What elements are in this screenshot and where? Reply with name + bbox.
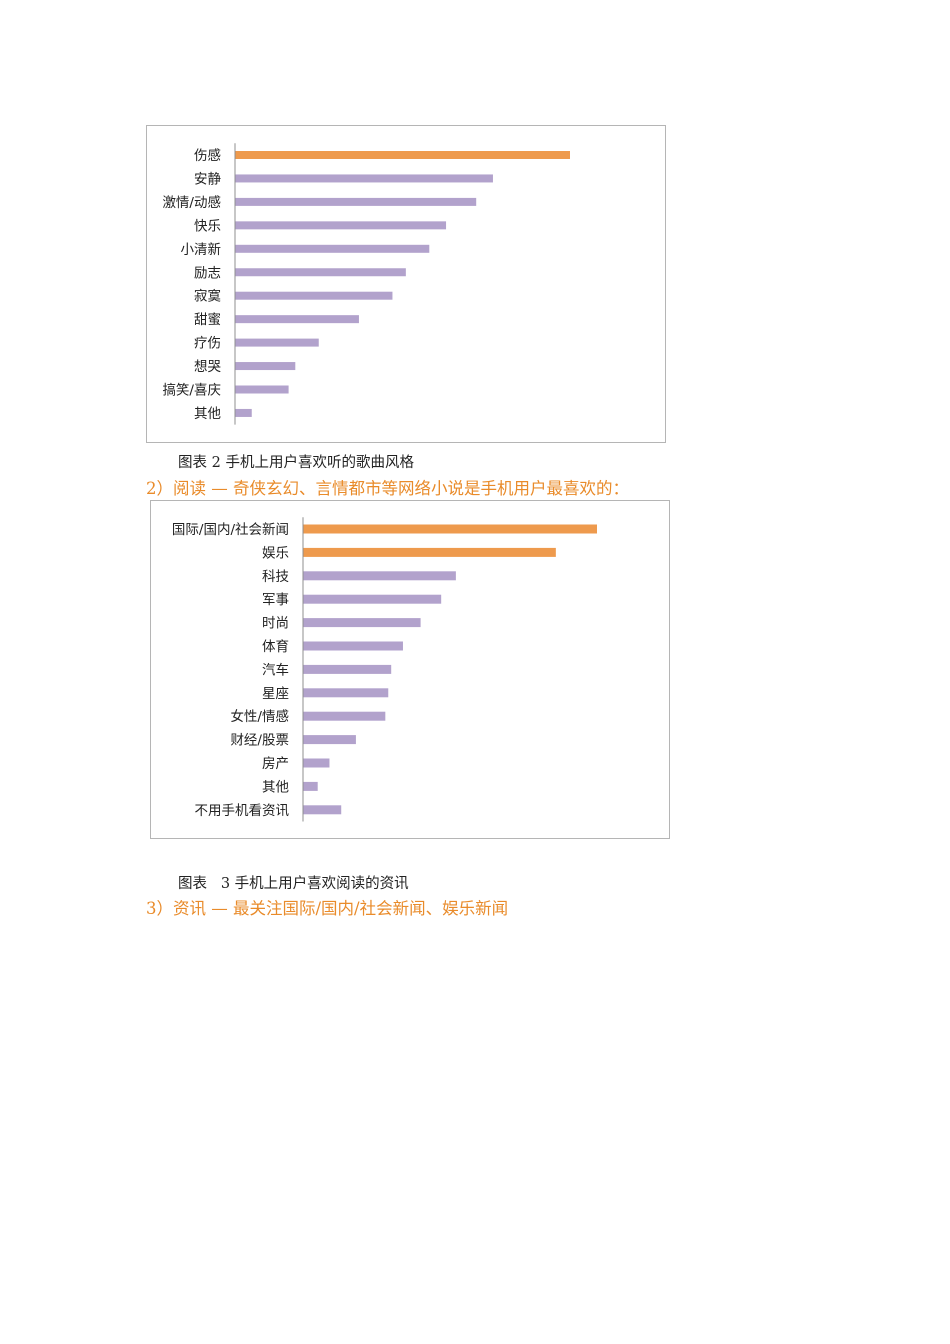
chart-news-topics: 国际/国内/社会新闻娱乐科技军事时尚体育汽车星座女性/情感财经/股票房产其他不用…	[150, 500, 670, 839]
category-label: 不用手机看资讯	[195, 803, 290, 819]
bar	[303, 664, 392, 674]
category-label: 国际/国内/社会新闻	[172, 522, 289, 538]
category-label: 激情/动感	[162, 194, 221, 211]
bar	[303, 547, 556, 557]
bar	[303, 805, 342, 815]
bar	[303, 688, 389, 698]
bar	[235, 244, 430, 253]
category-label: 房产	[262, 756, 289, 772]
category-label: 甜蜜	[194, 312, 221, 328]
bar	[235, 197, 477, 206]
category-label: 娱乐	[262, 545, 289, 561]
category-label: 体育	[262, 639, 289, 655]
bar	[235, 268, 406, 277]
bar	[235, 408, 252, 417]
category-label: 其他	[194, 406, 221, 422]
category-label: 星座	[262, 686, 289, 702]
category-label: 快乐	[194, 218, 221, 234]
bar	[235, 385, 289, 394]
category-label: 小清新	[181, 242, 222, 258]
category-label: 其他	[262, 779, 289, 795]
bar	[235, 291, 393, 300]
category-label: 科技	[262, 569, 289, 585]
category-label: 女性/情感	[230, 708, 289, 725]
category-label: 财经/股票	[230, 733, 289, 749]
category-label: 搞笑/喜庆	[162, 383, 221, 399]
bar	[303, 524, 597, 534]
category-label: 时尚	[262, 616, 289, 632]
category-label: 疗伤	[194, 336, 221, 352]
bar	[303, 758, 330, 768]
bar	[235, 151, 570, 159]
bar	[235, 338, 319, 347]
category-label: 安静	[194, 171, 221, 187]
bar	[235, 362, 296, 371]
category-label: 寂寞	[194, 289, 221, 305]
bar	[235, 174, 493, 183]
bar	[303, 781, 318, 791]
category-label: 伤感	[194, 147, 221, 164]
bar	[303, 711, 386, 721]
bar	[303, 571, 456, 581]
bar	[235, 315, 359, 324]
bar	[235, 221, 447, 230]
bar	[303, 594, 442, 604]
chart-news-topics-svg: 国际/国内/社会新闻娱乐科技军事时尚体育汽车星座女性/情感财经/股票房产其他不用…	[172, 517, 597, 822]
category-label: 汽车	[262, 661, 289, 678]
chart-song-styles: 伤感安静激情/动感快乐小清新励志寂寞甜蜜疗伤想哭搞笑/喜庆其他	[146, 125, 666, 443]
figure-caption-news-topics: 图表 3 手机上用户喜欢阅读的资讯	[178, 876, 409, 892]
section-heading-reading: 2）阅读 — 奇侠玄幻、言情都市等网络小说是手机用户最喜欢的：	[146, 479, 629, 498]
bar	[303, 618, 421, 628]
category-label: 军事	[262, 592, 289, 608]
section-heading-news: 3）资讯 — 最关注国际/国内/社会新闻、娱乐新闻	[146, 899, 509, 918]
figure-caption-song-styles: 图表 2 手机上用户喜欢听的歌曲风格	[178, 455, 414, 471]
bar	[303, 735, 356, 745]
category-label: 想哭	[194, 359, 221, 375]
bar	[303, 641, 403, 651]
category-label: 励志	[194, 265, 221, 281]
